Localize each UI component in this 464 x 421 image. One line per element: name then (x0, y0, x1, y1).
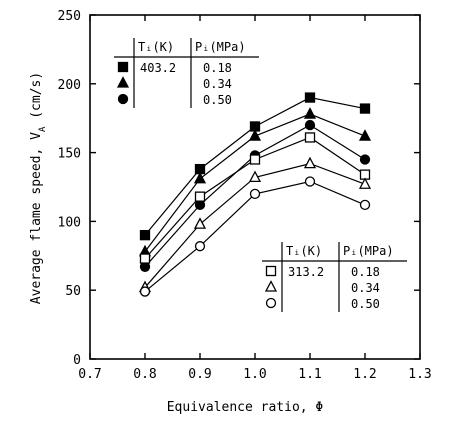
legend-1: Tᵢ(K) Pᵢ(MPa) 313.2 0.18 0.34 0.50 (262, 242, 407, 312)
x-tick-label: 1.0 (243, 367, 266, 382)
x-tick-label: 0.7 (78, 367, 101, 382)
data-point (249, 154, 261, 165)
series-1 (138, 107, 372, 257)
data-point (359, 154, 371, 165)
data-point (358, 177, 372, 189)
x-tick-label: 1.2 (353, 367, 376, 382)
y-axis-label-main: Average flame speed, V (29, 132, 44, 304)
data-point (248, 170, 262, 183)
data-point (194, 191, 206, 202)
legend-header-ti: Tᵢ(K) (286, 244, 322, 258)
legend-pi-value: 0.50 (351, 297, 380, 311)
legend-marker (265, 265, 277, 277)
y-axis-label: Average flame speed, VA (cm/s) (29, 72, 48, 304)
y-axis-label-sub: A (38, 126, 48, 132)
legend-marker (116, 76, 130, 88)
legend-pi-value: 0.18 (203, 61, 232, 75)
data-point (249, 188, 261, 200)
data-point (304, 92, 316, 103)
series-line (144, 96, 366, 236)
data-point (303, 156, 317, 169)
legend-marker (264, 280, 278, 292)
y-tick-label: 200 (58, 78, 81, 93)
data-point (358, 129, 372, 141)
y-tick-label: 250 (58, 9, 81, 24)
legend-marker (265, 297, 277, 309)
x-tick-label: 1.1 (298, 367, 321, 382)
y-tick-label: 150 (58, 147, 81, 162)
x-tick-label: 0.9 (188, 367, 211, 382)
y-tick-label: 50 (65, 284, 81, 299)
data-point (359, 199, 371, 211)
y-tick-label: 100 (58, 215, 81, 230)
data-point (359, 103, 371, 114)
x-axis-label: Equivalence ratio, Φ (167, 400, 324, 415)
series-3 (139, 132, 371, 264)
data-point (304, 176, 316, 187)
data-point (193, 171, 207, 184)
data-point (304, 132, 316, 143)
series-0 (139, 92, 371, 241)
x-tick-label: 0.8 (133, 367, 156, 382)
legend-pi-value: 0.34 (351, 281, 380, 295)
data-point (194, 241, 206, 252)
y-tick-label: 0 (73, 353, 81, 368)
legend-header-ti: Tᵢ(K) (138, 40, 174, 54)
data-point (139, 253, 151, 264)
legend-ti-value: 403.2 (140, 61, 176, 75)
x-tick-label: 1.3 (408, 367, 431, 382)
data-point (248, 129, 262, 141)
legend-marker (117, 93, 129, 105)
legend-pi-value: 0.18 (351, 265, 380, 279)
data-point (139, 230, 151, 241)
legend-pi-value: 0.50 (203, 93, 232, 107)
series-line (144, 162, 366, 288)
legend-header-pi: Pᵢ(MPa) (195, 40, 246, 54)
legend-header-pi: Pᵢ(MPa) (343, 244, 394, 258)
legend-pi-value: 0.34 (203, 77, 232, 91)
y-axis-label-unit: (cm/s) (29, 72, 44, 127)
legend-marker (117, 61, 129, 73)
legend-ti-value: 313.2 (288, 265, 324, 279)
series-5 (139, 176, 371, 297)
data-point (304, 119, 316, 131)
data-point (193, 217, 207, 229)
data-point (303, 107, 317, 119)
legend-0: Tᵢ(K) Pᵢ(MPa) 403.2 0.18 0.34 0.50 (114, 38, 259, 108)
data-point (139, 286, 151, 297)
